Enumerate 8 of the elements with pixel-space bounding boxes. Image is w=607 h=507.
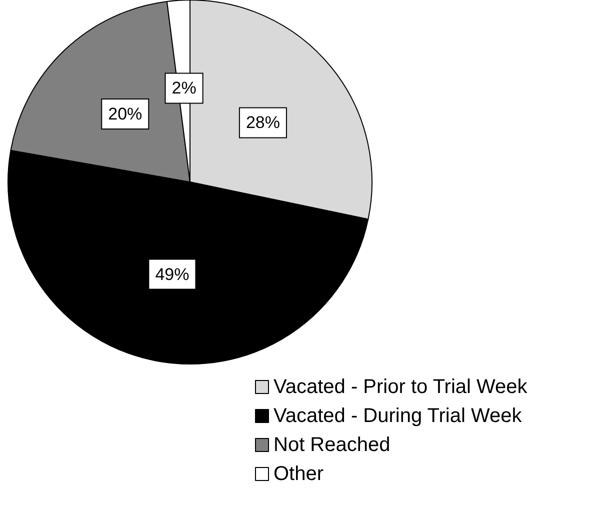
data-label: 20%: [108, 104, 142, 124]
data-label: 28%: [246, 113, 280, 132]
legend-label: Not Reached: [274, 434, 390, 456]
data-label: 2%: [172, 78, 196, 98]
legend-label: Other: [274, 463, 324, 485]
legend-label: Vacated - During Trial Week: [274, 405, 523, 427]
legend-label: Vacated - Prior to Trial Week: [274, 376, 528, 398]
data-label: 49%: [155, 264, 190, 284]
